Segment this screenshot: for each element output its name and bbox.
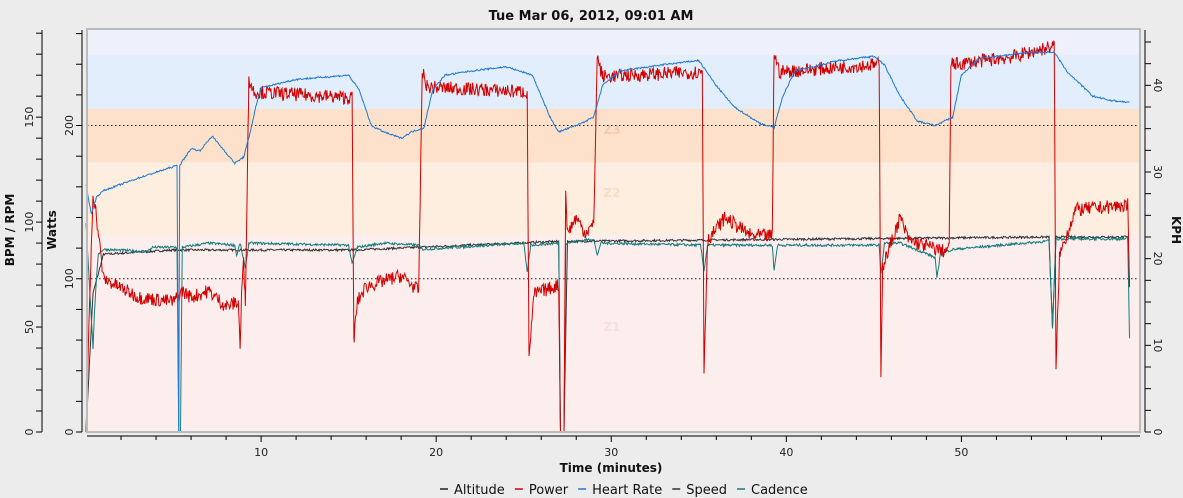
x-axis-label: Time (minutes) (560, 461, 663, 475)
kph-tick-label: 0 (1151, 429, 1164, 436)
legend-item-power[interactable]: Power (514, 483, 569, 498)
legend-item-heart-rate[interactable]: Heart Rate (578, 483, 662, 498)
bpm-tick-label: 100 (23, 212, 36, 233)
power-zones: Z1 Z2 Z3 (87, 29, 1140, 432)
series-line-cadence (85, 222, 1130, 433)
plot-frame (86, 28, 1141, 433)
bpm-tick-label: 0 (23, 429, 36, 436)
zone-label: Z2 (603, 186, 620, 200)
x-tick-label: 20 (429, 446, 443, 459)
watts-tick-label: 200 (63, 115, 76, 136)
zone-band-z5 (87, 29, 1140, 56)
axes: 10 20 30 40 50 0 50 100 150 0 100 200 0 10 20 30 40 (23, 30, 1164, 459)
kph-tick-label: 30 (1151, 165, 1164, 179)
x-tick-label: 30 (604, 446, 618, 459)
series-line-speed (85, 234, 1130, 433)
kph-tick-label: 20 (1151, 252, 1164, 266)
zone-label: Z3 (603, 123, 620, 137)
kph-tick-label: 40 (1151, 78, 1164, 92)
x-tick-label: 50 (954, 446, 968, 459)
watts-tick-label: 100 (63, 268, 76, 289)
bpm-tick-label: 50 (23, 320, 36, 334)
reference-lines (87, 125, 1140, 280)
legend-label: Altitude (454, 483, 505, 498)
legend-item-altitude[interactable]: Altitude (440, 483, 505, 498)
legend-label: Heart Rate (592, 483, 662, 498)
watts-tick-label: 0 (63, 429, 76, 436)
zone-band-z2 (87, 162, 1140, 235)
legend-label: Speed (686, 483, 727, 498)
watts-axis-label: Watts (45, 210, 59, 250)
legend-label: Cadence (751, 483, 808, 498)
kph-axis-label: KPH (1169, 216, 1183, 244)
series-line-power (85, 39, 1130, 433)
legend-label: Power (529, 483, 569, 498)
series-line-heart-rate (85, 50, 1130, 433)
zone-band-z3 (87, 108, 1140, 163)
zone-label: Z1 (603, 320, 620, 334)
chart-title: Tue Mar 06, 2012, 09:01 AM (489, 9, 694, 24)
kph-tick-label: 10 (1151, 338, 1164, 352)
series-lines (85, 39, 1130, 433)
bpm-tick-label: 150 (23, 107, 36, 128)
x-tick-label: 40 (779, 446, 793, 459)
bpm-axis-label: BPM / RPM (3, 194, 17, 267)
legend: Altitude Power Heart Rate Speed Cadence (440, 483, 808, 498)
zone-band-z1 (87, 234, 1140, 432)
legend-item-cadence[interactable]: Cadence (737, 483, 808, 498)
x-tick-label: 10 (254, 446, 268, 459)
legend-item-speed[interactable]: Speed (672, 483, 727, 498)
